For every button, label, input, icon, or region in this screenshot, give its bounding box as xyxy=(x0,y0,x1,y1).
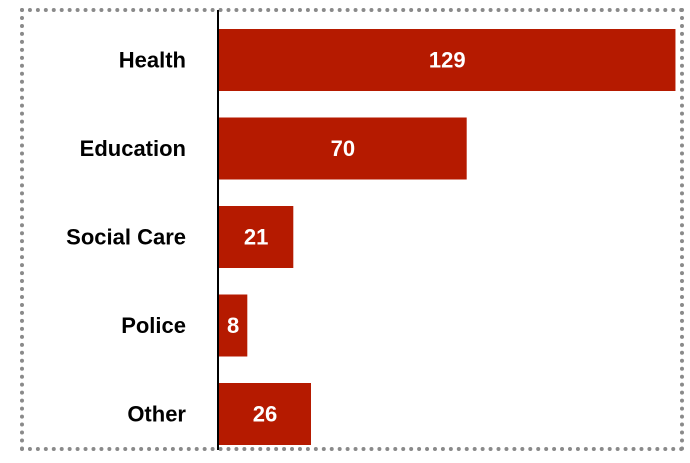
bar-health xyxy=(219,29,676,91)
bar-police xyxy=(219,294,248,357)
value-label-health: 129 xyxy=(429,48,466,73)
bar-social-care xyxy=(219,206,294,268)
value-label-other: 26 xyxy=(253,402,277,427)
bar-other xyxy=(219,383,311,445)
category-label-education: Education xyxy=(80,136,186,161)
bar-education xyxy=(219,117,467,180)
category-label-social-care: Social Care xyxy=(66,225,186,250)
value-label-education: 70 xyxy=(331,136,355,161)
bars-layer: Health 129 Education 70 Social Care 21 Police 8… xyxy=(66,29,676,445)
category-label-other: Other xyxy=(127,402,186,427)
value-label-police: 8 xyxy=(227,313,239,338)
value-label-social-care: 21 xyxy=(244,225,268,250)
category-label-police: Police xyxy=(121,313,186,338)
category-label-health: Health xyxy=(119,48,186,73)
chart-border xyxy=(20,8,684,451)
